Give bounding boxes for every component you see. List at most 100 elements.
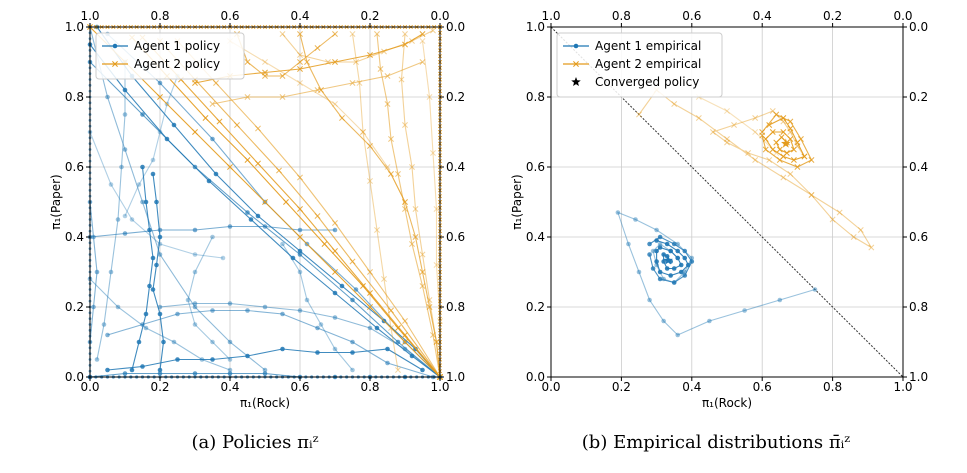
- tick-label-left: 0.8: [526, 90, 545, 104]
- agent2-point: [367, 52, 373, 58]
- agent2-point: [398, 76, 405, 83]
- agent1-point: [245, 210, 250, 215]
- agent2-point: [388, 171, 394, 177]
- agent1-point: [650, 248, 656, 254]
- tick-label-bottom: 0.8: [360, 380, 379, 394]
- agent2-point: [850, 234, 857, 240]
- agent1-point: [115, 304, 121, 310]
- tick-label-right: 0.4: [909, 160, 928, 174]
- agent2-point: [314, 213, 321, 219]
- agent2-point: [766, 122, 773, 128]
- agent2-point: [409, 241, 415, 247]
- legend: Agent 1 policy Agent 2 policy: [95, 32, 245, 80]
- tick-label-right: 0.4: [446, 160, 465, 174]
- tick-label-bottom: 0.2: [150, 380, 169, 394]
- agent1-point: [280, 346, 285, 352]
- agent2-point: [297, 80, 303, 86]
- agent2-point: [787, 171, 794, 177]
- agent1-point: [332, 346, 338, 352]
- agent2-point: [790, 146, 797, 153]
- agent1-point: [332, 315, 338, 320]
- agent1-point: [318, 322, 324, 327]
- agent1-point: [678, 269, 684, 275]
- agent2-point: [279, 73, 286, 79]
- agent1-point: [150, 287, 156, 292]
- agent2-point: [332, 248, 338, 254]
- agent1-point: [210, 339, 215, 345]
- agent2-point: [430, 332, 436, 338]
- tick-label-bottom: 0.4: [682, 380, 701, 394]
- agent2-point: [412, 234, 419, 240]
- tick-label-bottom: 1.0: [430, 380, 449, 394]
- agent1-point: [175, 357, 180, 362]
- agent1-point: [297, 248, 303, 254]
- agent2-point: [402, 41, 408, 48]
- agent1-point: [262, 371, 268, 376]
- agent1-point: [297, 308, 303, 313]
- agent1-point: [192, 269, 198, 275]
- agent1-point: [647, 241, 652, 247]
- agent2-point: [283, 199, 289, 205]
- agent2-point: [395, 367, 401, 373]
- tick-label-left: 0.4: [65, 230, 84, 244]
- tick-label-right: 0.8: [446, 300, 465, 314]
- agent1-point: [647, 252, 652, 257]
- tick-label-left: 0.0: [65, 370, 84, 384]
- tick-label-top: 0.2: [823, 9, 842, 23]
- agent1-point: [227, 301, 233, 306]
- agent2-point: [157, 94, 163, 100]
- agent2-point: [318, 87, 324, 93]
- agent1-trajectory-line: [96, 26, 441, 378]
- agent1-point: [210, 357, 215, 362]
- agent1-point: [420, 367, 425, 373]
- agent1-point: [192, 322, 198, 327]
- agent2-trajectory-line: [159, 40, 441, 378]
- agent2-point: [769, 146, 776, 153]
- agent2-point: [868, 244, 875, 251]
- tick-label-left: 0.8: [65, 90, 84, 104]
- agent2-point: [349, 258, 356, 265]
- agent1-point: [350, 367, 355, 373]
- agent1-point: [192, 227, 198, 233]
- agent2-point: [409, 38, 415, 44]
- agent2-point: [332, 59, 338, 65]
- agent1-trajectory-line: [89, 131, 224, 259]
- agent1-point: [350, 339, 355, 345]
- agent2-point: [332, 101, 338, 107]
- agent1-point: [675, 255, 681, 261]
- agent2-trajectory-line: [698, 96, 777, 154]
- tick-label-left: 0.0: [526, 370, 545, 384]
- tick-label-top: 0.4: [290, 9, 309, 23]
- agent1-point: [91, 304, 96, 310]
- agent2-point: [209, 101, 216, 107]
- agent1-point: [654, 248, 659, 254]
- agent2-point: [724, 136, 730, 142]
- agent2-point: [395, 171, 401, 177]
- agent1-point: [122, 112, 128, 117]
- agent1-point: [175, 311, 180, 317]
- agent2-point: [419, 269, 426, 275]
- agent1-point: [105, 367, 110, 373]
- agent2-point: [829, 216, 836, 223]
- agent1-trajectory-line: [89, 44, 441, 378]
- agent1-point: [157, 304, 163, 310]
- agent1-point: [661, 252, 666, 257]
- agent2-point: [381, 48, 387, 55]
- agent1-point: [210, 234, 215, 240]
- agent2-trajectory-line: [376, 33, 441, 378]
- y-axis-label: π₁(Paper): [510, 174, 524, 229]
- agent1-point: [350, 350, 355, 355]
- agent2-point: [377, 66, 384, 72]
- converged-star-agent2: [781, 138, 791, 148]
- agent1-point: [157, 311, 163, 317]
- agent2-point: [356, 80, 363, 86]
- series-group: [615, 87, 875, 338]
- agent1-point: [150, 171, 156, 177]
- agent1-point: [742, 308, 747, 313]
- agent1-point: [668, 273, 673, 278]
- agent2-point: [381, 276, 387, 282]
- tick-label-right: 1.0: [909, 370, 928, 384]
- agent2-point: [321, 241, 328, 247]
- agent1-point: [157, 80, 163, 86]
- agent1-point: [157, 227, 163, 233]
